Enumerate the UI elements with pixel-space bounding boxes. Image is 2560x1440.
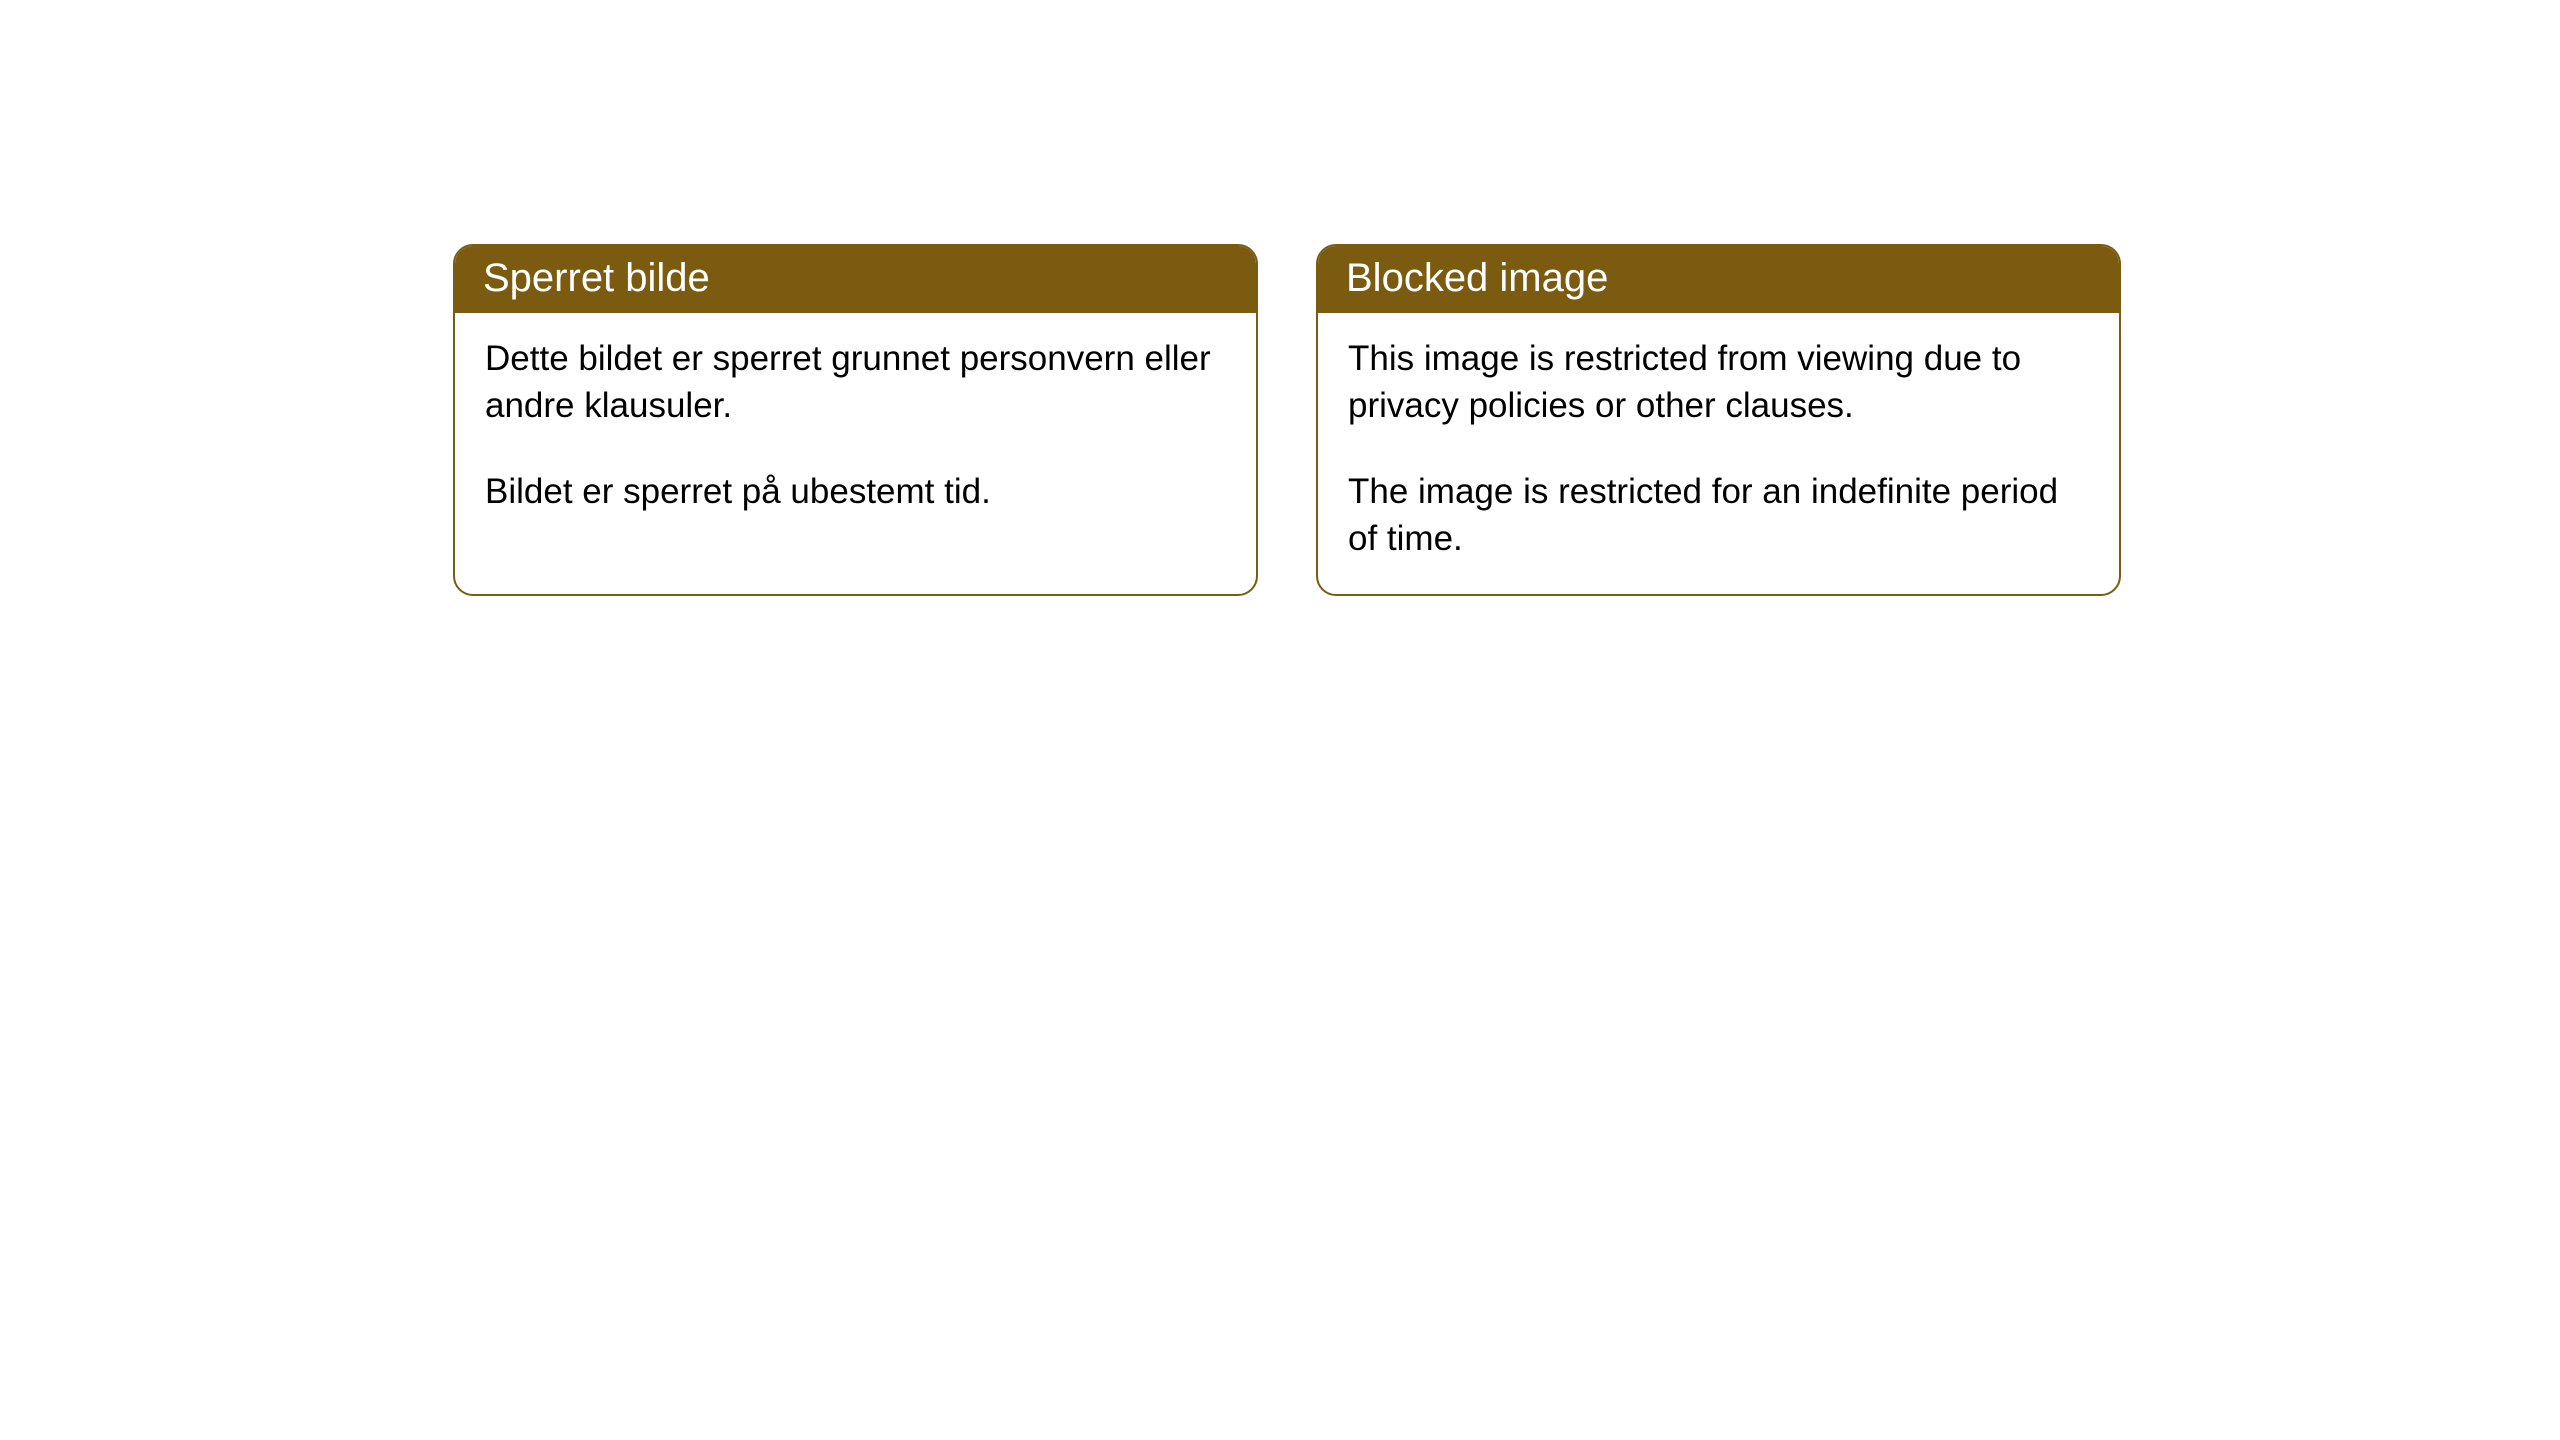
card-norwegian: Sperret bilde Dette bildet er sperret gr…: [453, 244, 1258, 596]
card-header: Blocked image: [1318, 246, 2119, 313]
card-body: This image is restricted from viewing du…: [1318, 313, 2119, 594]
card-paragraph: Bildet er sperret på ubestemt tid.: [485, 468, 1226, 515]
card-title: Sperret bilde: [483, 256, 710, 300]
card-english: Blocked image This image is restricted f…: [1316, 244, 2121, 596]
card-paragraph: This image is restricted from viewing du…: [1348, 335, 2089, 430]
card-paragraph: Dette bildet er sperret grunnet personve…: [485, 335, 1226, 430]
card-body: Dette bildet er sperret grunnet personve…: [455, 313, 1256, 547]
card-paragraph: The image is restricted for an indefinit…: [1348, 468, 2089, 563]
cards-container: Sperret bilde Dette bildet er sperret gr…: [453, 244, 2121, 596]
card-header: Sperret bilde: [455, 246, 1256, 313]
card-title: Blocked image: [1346, 256, 1608, 300]
